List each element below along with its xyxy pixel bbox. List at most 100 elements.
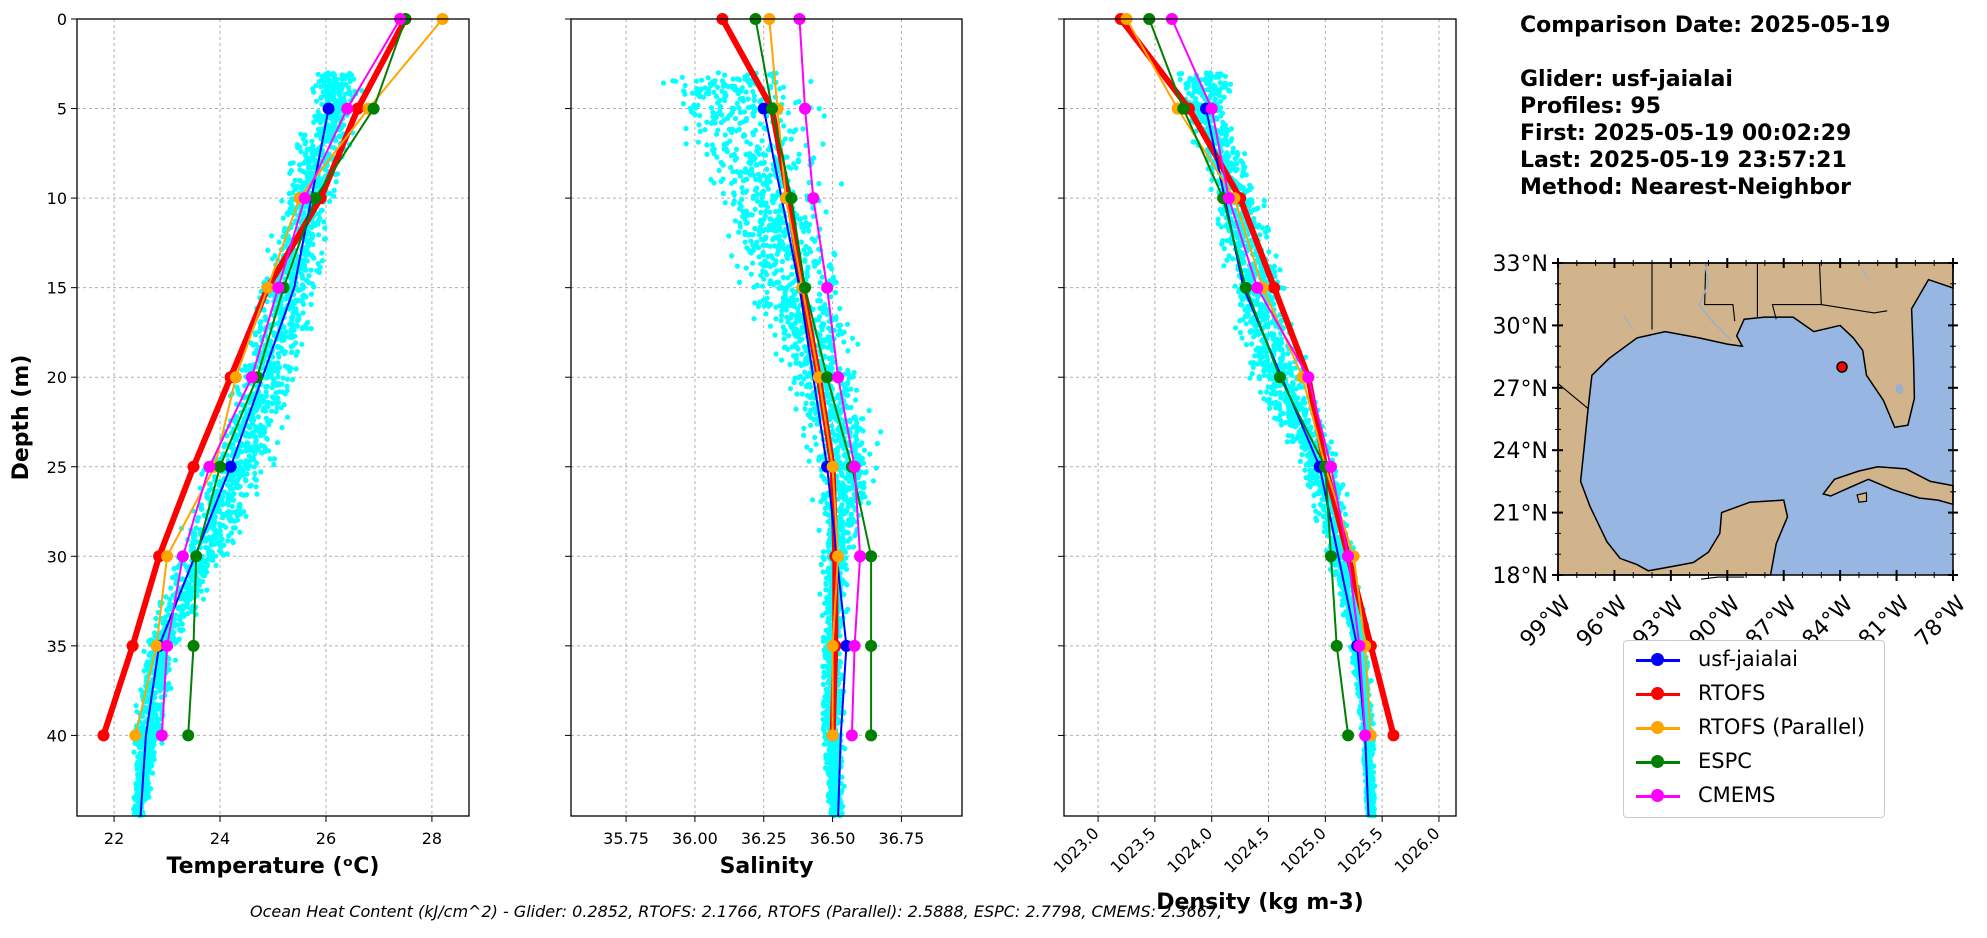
scatter-point [152, 757, 157, 762]
scatter-point [303, 151, 308, 156]
scatter-point [715, 128, 720, 133]
scatter-point [276, 351, 281, 356]
scatter-point [750, 261, 755, 266]
scatter-point [148, 770, 153, 775]
scatter-point [226, 533, 231, 538]
scatter-point [842, 385, 847, 390]
scatter-point [798, 337, 803, 342]
scatter-point [793, 100, 798, 105]
scatter-point [321, 219, 326, 224]
scatter-point [265, 248, 270, 253]
scatter-point [845, 539, 850, 544]
scatter-point [762, 160, 767, 165]
scatter-point [234, 484, 239, 489]
scatter-point [710, 147, 715, 152]
scatter-point [867, 452, 872, 457]
scatter-point [810, 401, 815, 406]
scatter-point [172, 566, 177, 571]
scatter-point [339, 88, 344, 93]
scatter-point [277, 240, 282, 245]
scatter-point [282, 351, 287, 356]
scatter-point [310, 234, 315, 239]
scatter-point [803, 401, 808, 406]
series-point-cmems [807, 192, 819, 204]
scatter-point [822, 337, 827, 342]
scatter-point [179, 628, 184, 633]
scatter-point [742, 230, 747, 235]
scatter-point [845, 505, 850, 510]
scatter-point [794, 327, 799, 332]
scatter-point [316, 109, 321, 114]
scatter-point [723, 132, 728, 137]
scatter-point [767, 281, 772, 286]
scatter-point [670, 78, 675, 83]
scatter-point [852, 533, 857, 538]
scatter-point [269, 409, 274, 414]
scatter-point [838, 514, 843, 519]
scatter-point [756, 245, 761, 250]
scatter-point [683, 126, 688, 131]
scatter-point [760, 284, 765, 289]
scatter-point [830, 781, 835, 786]
scatter-point [306, 273, 311, 278]
scatter-point [721, 191, 726, 196]
scatter-point [704, 142, 709, 147]
scatter-point [279, 425, 284, 430]
scatter-point [717, 168, 722, 173]
scatter-point [195, 518, 200, 523]
scatter-point [773, 218, 778, 223]
scatter-point [808, 79, 813, 84]
scatter-point [719, 120, 724, 125]
scatter-point [294, 353, 299, 358]
scatter-point [241, 493, 246, 498]
scatter-point [709, 105, 714, 110]
scatter-point [318, 96, 323, 101]
scatter-point [305, 175, 310, 180]
scatter-point [234, 435, 239, 440]
scatter-point [135, 767, 140, 772]
scatter-point [799, 381, 804, 386]
x-tick-label: 36.50 [810, 829, 856, 848]
scatter-point [726, 233, 731, 238]
scatter-point [744, 116, 749, 121]
scatter-point [234, 510, 239, 515]
scatter-point [750, 242, 755, 247]
scatter-point [737, 221, 742, 226]
scatter-point [754, 185, 759, 190]
scatter-point [762, 125, 767, 130]
scatter-point [212, 515, 217, 520]
scatter-point [819, 562, 824, 567]
scatter-point [762, 259, 767, 264]
scatter-point [737, 121, 742, 126]
scatter-point [277, 345, 282, 350]
scatter-point [289, 335, 294, 340]
scatter-point [275, 405, 280, 410]
scatter-point [749, 250, 754, 255]
scatter-point [825, 605, 830, 610]
scatter-point [779, 313, 784, 318]
scatter-point [243, 477, 248, 482]
scatter-point [316, 261, 321, 266]
scatter-point [841, 339, 846, 344]
scatter-point [223, 525, 228, 530]
scatter-point [782, 331, 787, 336]
scatter-point [763, 311, 768, 316]
scatter-point [733, 116, 738, 121]
scatter-point [253, 484, 258, 489]
scatter-point [733, 218, 738, 223]
scatter-point [785, 256, 790, 261]
scatter-point [213, 563, 218, 568]
scatter-point [719, 179, 724, 184]
scatter-point [243, 465, 248, 470]
scatter-point [761, 189, 766, 194]
scatter-point [753, 128, 758, 133]
series-point-cmems [821, 282, 833, 294]
series-point-rtofs_parallel [129, 729, 141, 741]
series-point-cmems [849, 640, 861, 652]
scatter-point [782, 345, 787, 350]
scatter-point [784, 155, 789, 160]
scatter-point [276, 381, 281, 386]
scatter-point [177, 606, 182, 611]
series-point-cmems [849, 461, 861, 473]
